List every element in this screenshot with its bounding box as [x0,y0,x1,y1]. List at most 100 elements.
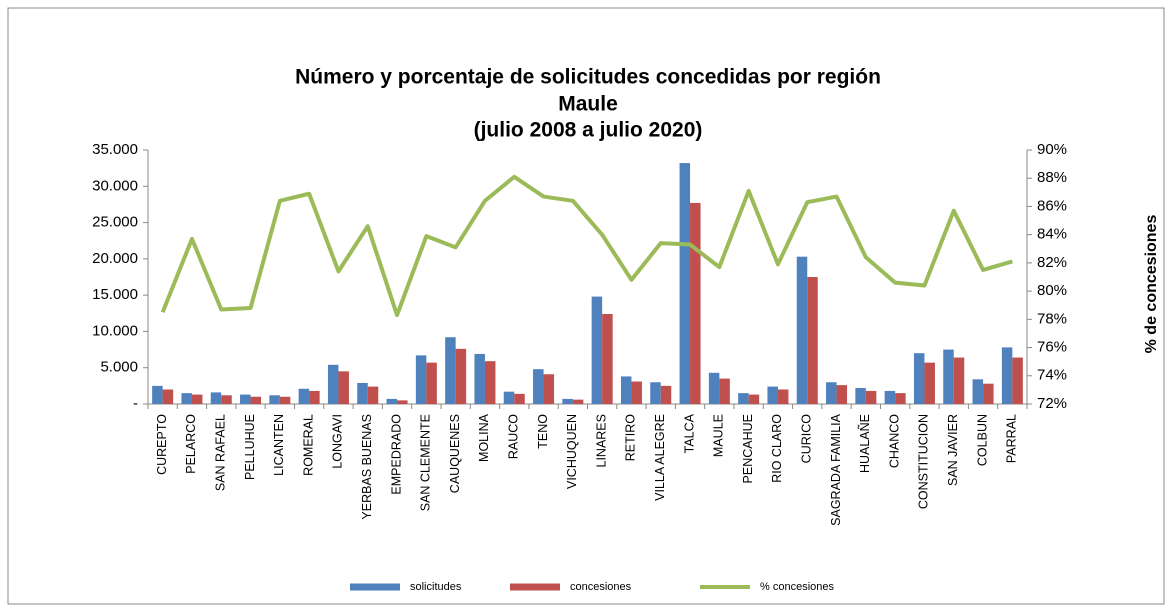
bar [865,390,877,404]
bar [650,382,661,404]
bar [660,385,672,404]
bar [1001,347,1013,404]
bar [836,385,848,404]
y-tick-label: 5.000 [100,359,138,376]
bar [972,379,984,404]
bar [533,369,544,404]
x-tick-label: PARRAL [1005,414,1019,463]
x-tick-label: SAN CLEMENTE [419,414,433,511]
bar [397,400,408,404]
bar [455,348,467,404]
x-tick-label: CONSTITUCION [917,414,931,509]
bar [327,364,339,404]
bar [855,388,866,404]
y-tick-label: 25.000 [92,214,138,231]
bar [708,372,720,404]
x-tick-label: CURICO [800,414,814,464]
x-tick-label: CUREPTO [155,414,169,475]
bar [748,394,760,404]
x-tick-label: TENO [536,414,550,449]
y2-tick-label: 82% [1037,254,1067,271]
x-tick-label: PELARCO [184,414,198,474]
chart-title: Maule [558,93,618,116]
x-tick-label: LICANTEN [272,414,286,476]
line [160,174,1013,318]
y2-tick-label: 90% [1037,141,1067,158]
x-tick-label: SAN JAVIER [946,414,960,486]
x-tick-label: YERBAS BUENAS [360,414,374,520]
bar [591,296,603,404]
x-tick-label: PELLUHUE [243,414,257,480]
x-tick-label: CAUQUENES [448,414,462,493]
x-tick-label: MOLINA [477,413,491,462]
bar [152,385,163,404]
y2-tick-label: 78% [1037,310,1067,327]
x-tick-label: TALCA [682,413,696,453]
bar [602,314,613,404]
bar [924,362,935,404]
bar [719,378,730,404]
y-tick-label: 35.000 [92,141,138,158]
bar [298,388,310,404]
bar [338,371,349,404]
bar [796,256,808,404]
bar [514,393,525,404]
y-tick-label: 30.000 [92,177,138,194]
bar [953,357,965,404]
bar [221,395,232,404]
bar [690,202,701,404]
x-tick-label: CHANCO [887,414,901,468]
bar [181,393,192,404]
y2-tick-label: 72% [1037,395,1067,412]
bar [309,390,320,404]
x-tick-label: HUALAÑE [858,414,872,473]
y2-tick-label: 88% [1037,169,1067,186]
legend-label: concesiones [570,581,632,593]
bar [503,391,515,404]
bar [943,349,954,404]
bar [777,389,789,404]
bar [826,382,837,404]
x-tick-label: RAUCO [507,414,521,459]
bar [983,383,994,404]
bar [738,393,749,404]
bar [572,399,584,404]
chart-frame [7,7,1165,605]
x-tick-label: ROMERAL [301,414,315,476]
y2-tick-label: 80% [1037,282,1067,299]
bar [445,337,456,404]
bar [562,398,573,404]
bar [191,394,203,404]
bar [620,376,632,404]
bar [269,395,280,404]
bar [386,398,398,404]
bar [162,389,174,404]
bar [474,353,485,404]
x-tick-label: COLBUN [975,414,989,466]
y-tick-label: 15.000 [92,286,138,303]
bar [357,382,368,404]
y-tick-label: - [133,395,138,412]
x-tick-label: RIO CLARO [770,414,784,483]
bar [913,353,925,404]
bar [679,163,691,404]
bar [484,361,496,404]
bar [250,396,262,404]
x-tick-label: SAN RAFAEL [214,414,228,491]
bar [240,394,251,404]
x-tick-label: LINARES [594,414,608,468]
bar [807,277,818,404]
bar [884,390,896,404]
bar [210,392,222,404]
bar [895,393,906,404]
bar [415,355,427,404]
bar [631,381,642,404]
chart-title: Número y porcentaje de solicitudes conce… [295,66,881,89]
y-tick-label: 20.000 [92,250,138,267]
legend-swatch [510,583,560,591]
bar [1012,357,1023,404]
x-tick-label: LONGAVI [331,414,345,469]
x-tick-label: VICHUQUEN [565,414,579,489]
bar [767,386,778,404]
